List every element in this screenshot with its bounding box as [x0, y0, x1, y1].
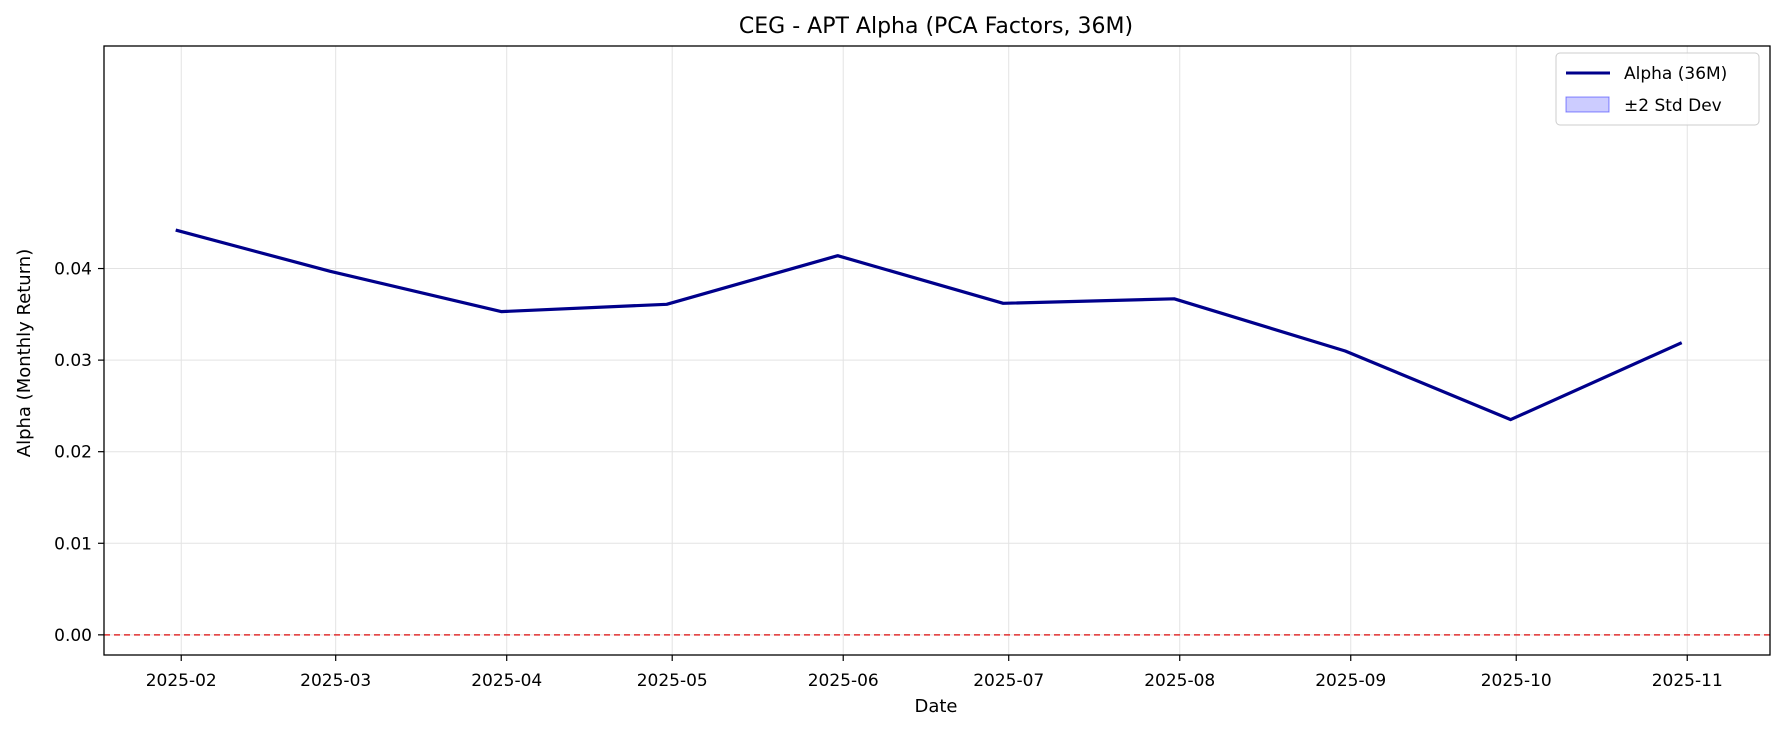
x-tick-label: 2025-04 [471, 671, 542, 691]
x-tick-label: 2025-06 [808, 671, 879, 691]
x-tick-label: 2025-08 [1144, 671, 1215, 691]
legend-box [1555, 52, 1760, 126]
y-tick-label: 0.04 [54, 260, 92, 280]
x-tick-label: 2025-10 [1481, 671, 1552, 691]
legend-label-alpha: Alpha (36M) [1624, 64, 1727, 84]
x-tick-label: 2025-02 [146, 671, 217, 691]
x-tick-label: 2025-09 [1315, 671, 1386, 691]
legend: Alpha (36M) ±2 Std Dev [1555, 52, 1760, 126]
y-axis-label: Alpha (Monthly Return) [14, 249, 35, 457]
grid [104, 46, 1770, 655]
y-tick-label: 0.01 [54, 534, 92, 554]
y-tick-label: 0.00 [54, 626, 92, 646]
series-layer [175, 228, 1683, 422]
legend-label-band: ±2 Std Dev [1624, 96, 1722, 116]
chart-title: CEG - APT Alpha (PCA Factors, 36M) [739, 14, 1133, 39]
x-tick-label: 2025-07 [973, 671, 1044, 691]
y-tick-label: 0.02 [54, 443, 92, 463]
x-tick-label: 2025-03 [300, 671, 371, 691]
y-axis: 0.00 0.01 0.02 0.03 0.04 [54, 260, 104, 646]
x-axis-label: Date [914, 696, 957, 717]
alpha-series-line [175, 228, 1683, 422]
y-tick-label: 0.03 [54, 351, 92, 371]
x-tick-label: 2025-05 [637, 671, 708, 691]
plot-frame [103, 45, 1771, 656]
x-tick-label: 2025-11 [1652, 671, 1723, 691]
legend-band-swatch [1565, 96, 1610, 113]
x-axis: 2025-02 2025-03 2025-04 2025-05 2025-06 2025-… [146, 655, 1723, 691]
